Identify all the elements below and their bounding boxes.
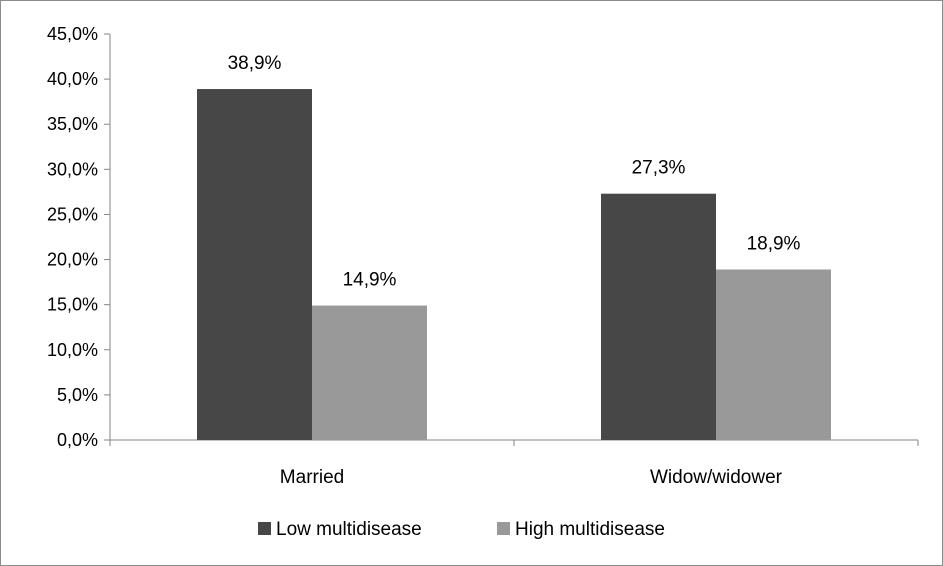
bar-high-widow [716, 269, 831, 440]
y-tick-label: 5,0% [57, 385, 98, 405]
x-category-label: Married [280, 467, 344, 488]
legend: Low multidisease High multidisease [258, 519, 665, 540]
x-axis: Married Widow/widower [109, 439, 919, 488]
data-label: 18,9% [747, 233, 801, 254]
data-label: 14,9% [343, 270, 397, 291]
bar-low-widow [601, 193, 716, 440]
legend-label: High multidisease [515, 519, 665, 540]
legend-swatch [258, 522, 271, 535]
y-tick-label: 25,0% [47, 204, 98, 224]
y-tick-label: 20,0% [47, 250, 98, 270]
x-category-label: Widow/widower [650, 467, 783, 488]
y-tick-label: 35,0% [47, 114, 98, 134]
y-axis: 0,0% 5,0% 10,0% 15,0% 20,0% 25,0% 30,0% 35,0% 40… [47, 24, 111, 450]
y-tick-label: 45,0% [47, 24, 98, 44]
bars: 38,9% 27,3% 14,9% 18,9% [197, 53, 831, 440]
y-tick-label: 15,0% [47, 295, 98, 315]
data-label: 38,9% [228, 53, 282, 74]
y-tick-label: 10,0% [47, 340, 98, 360]
y-tick-label: 40,0% [47, 69, 98, 89]
bar-high-married [312, 305, 427, 440]
legend-swatch [497, 522, 510, 535]
y-tick-label: 0,0% [57, 430, 98, 450]
y-tick-label: 30,0% [47, 159, 98, 179]
legend-label: Low multidisease [276, 519, 422, 540]
bar-low-married [197, 89, 312, 440]
data-label: 27,3% [632, 158, 686, 179]
